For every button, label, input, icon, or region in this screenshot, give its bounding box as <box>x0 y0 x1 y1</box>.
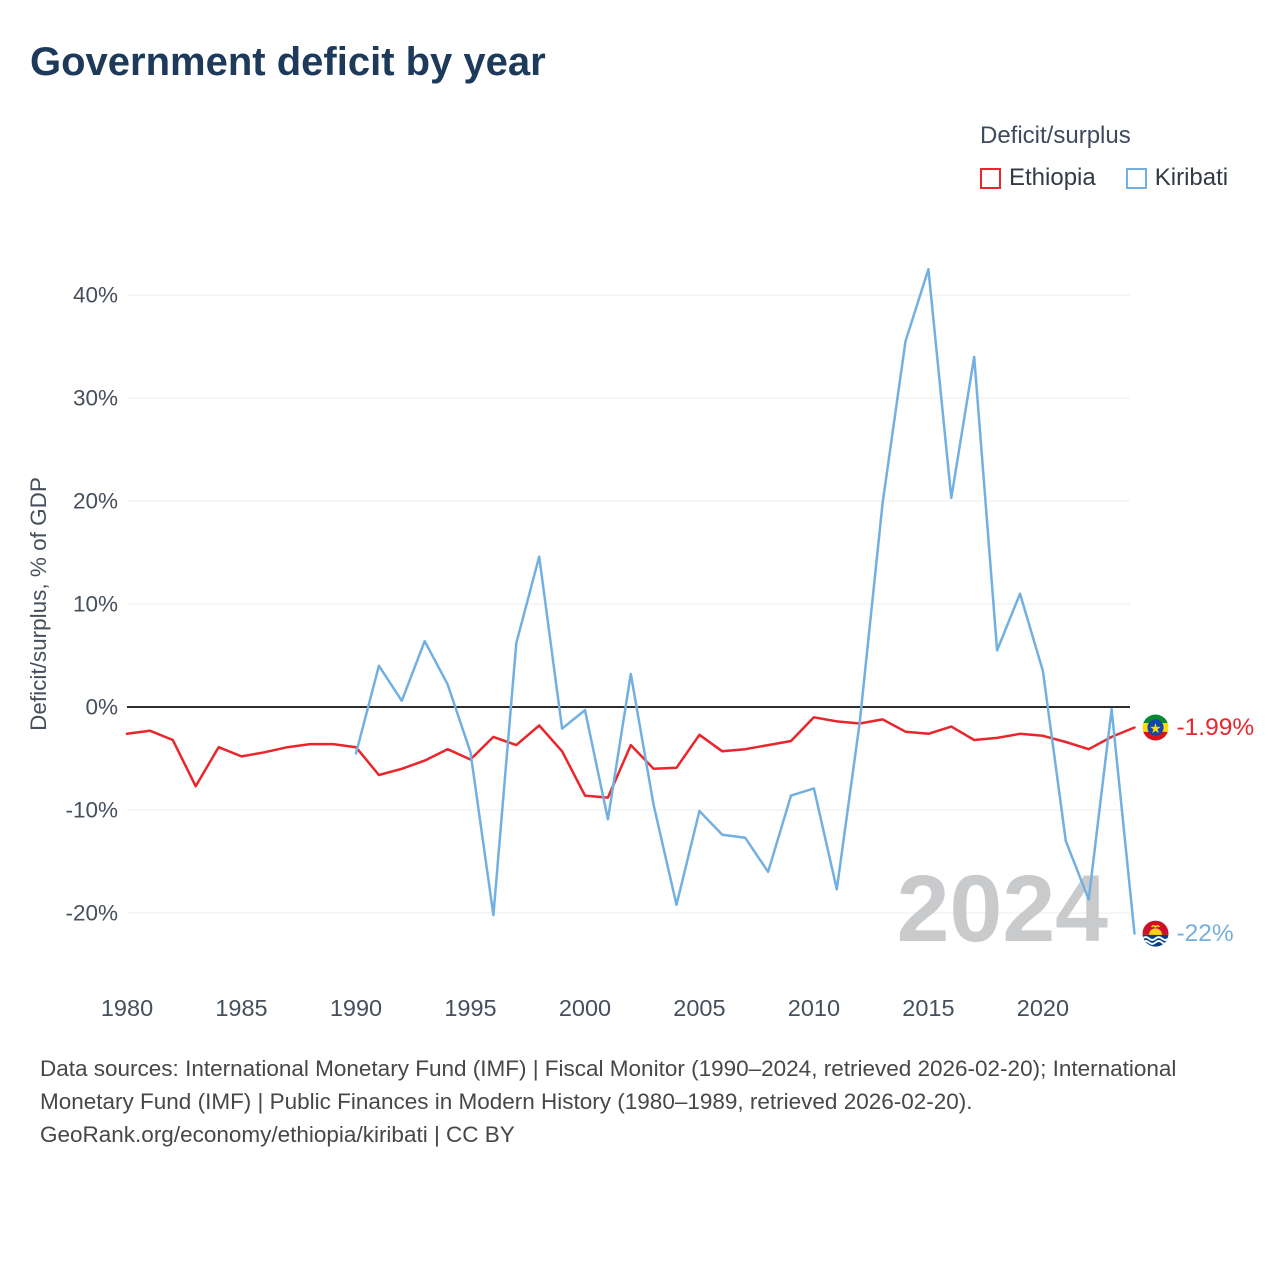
x-tick-label: 1990 <box>330 995 382 1021</box>
kiribati-color-swatch <box>1125 167 1147 189</box>
legend-item-kiribati[interactable]: Kiribati <box>1125 164 1229 192</box>
y-tick-label: 30% <box>73 386 118 411</box>
y-tick-label: 0% <box>85 695 118 720</box>
ethiopia-color-swatch <box>980 167 1001 189</box>
kiribati-line[interactable] <box>354 267 1136 935</box>
data-sources-text: Data sources: International Monetary Fun… <box>40 1056 1177 1114</box>
ethiopia-end-label: -1.99% <box>1177 714 1255 741</box>
y-tick-label: 10% <box>73 592 118 617</box>
x-tick-label: 1980 <box>101 995 153 1021</box>
x-tick-label: 1995 <box>444 995 496 1021</box>
legend-item-ethiopia[interactable]: Ethiopia <box>980 164 1096 192</box>
footer: Data sources: International Monetary Fun… <box>40 1052 1230 1151</box>
x-tick-label: 2015 <box>902 995 954 1021</box>
y-tick-label: 40% <box>73 283 118 308</box>
svg-text:★: ★ <box>1149 721 1161 736</box>
legend-items: Ethiopia Kiribati <box>980 164 1228 192</box>
kiribati-end-label: -22% <box>1177 920 1234 947</box>
watermark-year: 2024 <box>897 856 1109 962</box>
x-tick-label: 1985 <box>215 995 267 1021</box>
ethiopia-flag-icon: ★ <box>1142 714 1169 741</box>
legend-title: Deficit/surplus <box>980 122 1131 149</box>
attribution-link[interactable]: GeoRank.org/economy/ethiopia/kiribati | … <box>40 1122 515 1147</box>
x-tick-label: 2020 <box>1017 995 1069 1021</box>
y-axis-title: Deficit/surplus, % of GDP <box>26 477 51 731</box>
kiribati-legend-label: Kiribati <box>1154 164 1229 191</box>
y-tick-label: 20% <box>73 489 118 514</box>
x-tick-label: 2010 <box>788 995 840 1021</box>
ethiopia-legend-label: Ethiopia <box>1009 164 1096 191</box>
x-tick-label: 2005 <box>673 995 725 1021</box>
x-tick-label: 2000 <box>559 995 611 1021</box>
ethiopia-line[interactable] <box>125 716 1136 799</box>
y-tick-label: -10% <box>65 798 118 823</box>
kiribati-flag-icon <box>1142 920 1169 947</box>
chart-legend: Deficit/surplus Ethiopia Kiribati <box>980 122 1228 192</box>
y-tick-label: -20% <box>65 901 118 926</box>
page-title: Government deficit by year <box>30 40 546 84</box>
